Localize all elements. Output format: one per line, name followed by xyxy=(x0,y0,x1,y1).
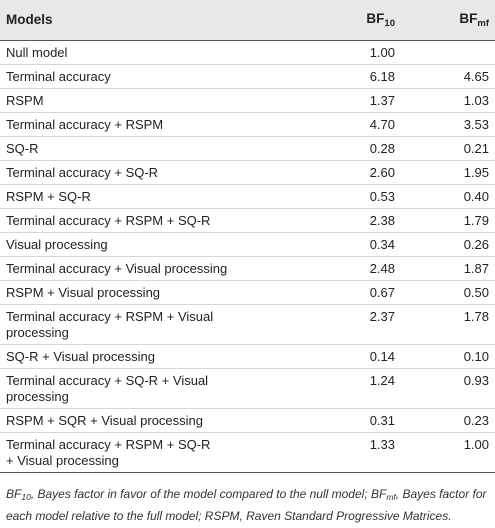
table-footnote: BF10, Bayes factor in favor of the model… xyxy=(6,485,492,526)
cell-model: RSPM + Visual processing xyxy=(0,280,317,305)
cell-model: Terminal accuracy xyxy=(0,64,317,89)
table-row: Terminal accuracy + RSPM + SQ-R + Visual … xyxy=(0,432,495,473)
model-comparison-table-container: Models BF10 BFmf Null model 1.00 Terminal … xyxy=(0,0,495,473)
footnote-text-2: , Bayes factor for each model relative t… xyxy=(6,487,487,523)
header-bf10-base: BF xyxy=(366,10,385,26)
cell-model: RSPM + SQR + Visual processing xyxy=(0,408,317,433)
cell-bfmf: 0.23 xyxy=(405,408,495,433)
header-bfmf-sub: mf xyxy=(477,17,489,29)
table-row: RSPM + SQ-R 0.53 0.40 xyxy=(0,184,495,209)
table-header: Models BF10 BFmf xyxy=(0,0,495,41)
cell-bfmf: 1.78 xyxy=(405,304,495,345)
cell-bf10: 0.28 xyxy=(317,136,405,161)
cell-bfmf: 1.00 xyxy=(405,432,495,473)
cell-bfmf: 1.95 xyxy=(405,160,495,185)
cell-bfmf: 4.65 xyxy=(405,64,495,89)
cell-model: Terminal accuracy + RSPM + SQ-R + Visual … xyxy=(0,432,317,473)
table-row: Terminal accuracy + SQ-R + Visual process… xyxy=(0,368,495,409)
cell-bfmf: 3.53 xyxy=(405,112,495,137)
table-row: Terminal accuracy + RSPM + Visual process… xyxy=(0,304,495,345)
cell-model: RSPM + SQ-R xyxy=(0,184,317,209)
cell-bfmf: 0.50 xyxy=(405,280,495,305)
header-bfmf: BFmf xyxy=(405,0,495,41)
cell-model: Null model xyxy=(0,40,317,65)
cell-bfmf: 0.40 xyxy=(405,184,495,209)
footnote-bf10-sub: 10 xyxy=(21,492,31,502)
cell-model: Terminal accuracy + Visual processing xyxy=(0,256,317,281)
cell-model: Terminal accuracy + SQ-R xyxy=(0,160,317,185)
cell-model: SQ-R xyxy=(0,136,317,161)
header-row: Models BF10 BFmf xyxy=(0,0,495,41)
footnote-bfmf-base: BF xyxy=(371,487,387,501)
cell-model: Terminal accuracy + RSPM + SQ-R xyxy=(0,208,317,233)
cell-bf10: 0.53 xyxy=(317,184,405,209)
cell-bf10: 2.38 xyxy=(317,208,405,233)
cell-bf10: 0.14 xyxy=(317,344,405,369)
cell-bf10: 1.37 xyxy=(317,88,405,113)
cell-bfmf: 0.21 xyxy=(405,136,495,161)
cell-bfmf: 1.87 xyxy=(405,256,495,281)
header-bfmf-base: BF xyxy=(459,10,478,26)
cell-bf10: 2.37 xyxy=(317,304,405,345)
table-row: SQ-R 0.28 0.21 xyxy=(0,136,495,161)
table-row: Terminal accuracy + RSPM 4.70 3.53 xyxy=(0,112,495,137)
cell-bf10: 0.31 xyxy=(317,408,405,433)
table-row: Terminal accuracy 6.18 4.65 xyxy=(0,64,495,89)
cell-bf10: 2.48 xyxy=(317,256,405,281)
cell-bf10: 1.24 xyxy=(317,368,405,409)
cell-bf10: 0.34 xyxy=(317,232,405,257)
table-body: Null model 1.00 Terminal accuracy 6.18 4.65 R… xyxy=(0,40,495,473)
header-bf10: BF10 xyxy=(317,0,405,41)
table-row: RSPM 1.37 1.03 xyxy=(0,88,495,113)
table-row: SQ-R + Visual processing 0.14 0.10 xyxy=(0,344,495,369)
cell-model: SQ-R + Visual processing xyxy=(0,344,317,369)
cell-bf10: 1.00 xyxy=(317,40,405,65)
header-bf10-sub: 10 xyxy=(384,17,395,29)
table-row: Null model 1.00 xyxy=(0,40,495,65)
model-comparison-table: Models BF10 BFmf Null model 1.00 Terminal … xyxy=(0,0,495,473)
footnote-bf10-base: BF xyxy=(6,487,22,501)
cell-bfmf: 0.93 xyxy=(405,368,495,409)
cell-bf10: 6.18 xyxy=(317,64,405,89)
cell-bfmf: 1.79 xyxy=(405,208,495,233)
cell-model: Visual processing xyxy=(0,232,317,257)
cell-bf10: 1.33 xyxy=(317,432,405,473)
table-row: Visual processing 0.34 0.26 xyxy=(0,232,495,257)
cell-bf10: 4.70 xyxy=(317,112,405,137)
cell-bf10: 2.60 xyxy=(317,160,405,185)
cell-bfmf: 1.03 xyxy=(405,88,495,113)
cell-model: Terminal accuracy + RSPM + Visual process… xyxy=(0,304,317,345)
cell-model: Terminal accuracy + RSPM xyxy=(0,112,317,137)
cell-model: RSPM xyxy=(0,88,317,113)
cell-bf10: 0.67 xyxy=(317,280,405,305)
table-row: Terminal accuracy + Visual processing 2.4… xyxy=(0,256,495,281)
cell-bfmf xyxy=(405,40,495,65)
cell-bfmf: 0.26 xyxy=(405,232,495,257)
footnote-bfmf-sub: mf xyxy=(386,492,396,502)
footnote-text-1: , Bayes factor in favor of the model com… xyxy=(30,487,371,501)
cell-model: Terminal accuracy + SQ-R + Visual process… xyxy=(0,368,317,409)
table-row: RSPM + Visual processing 0.67 0.50 xyxy=(0,280,495,305)
table-row: Terminal accuracy + RSPM + SQ-R 2.38 1.79 xyxy=(0,208,495,233)
cell-bfmf: 0.10 xyxy=(405,344,495,369)
table-row: Terminal accuracy + SQ-R 2.60 1.95 xyxy=(0,160,495,185)
table-row: RSPM + SQR + Visual processing 0.31 0.23 xyxy=(0,408,495,433)
header-models: Models xyxy=(0,0,317,41)
